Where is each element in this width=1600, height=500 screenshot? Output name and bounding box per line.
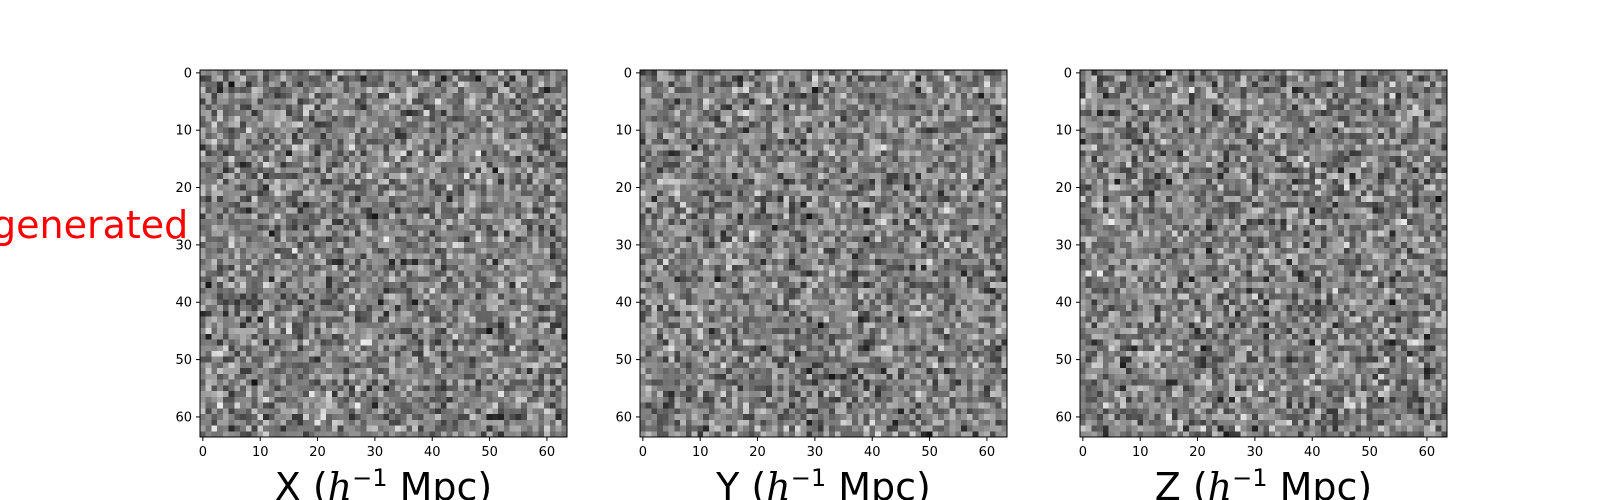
y-tick-label: 40 bbox=[615, 296, 632, 311]
x-tick-label: 10 bbox=[252, 445, 269, 460]
panel-y: 0 10 20 30 40 50 60 0 10 20 30 40 50 60 Y (h−1 Mpc) bbox=[615, 66, 1008, 500]
x-tick-label: 0 bbox=[639, 445, 647, 460]
y-tick-label: 10 bbox=[615, 124, 632, 139]
y-tick-label: 40 bbox=[1055, 296, 1072, 311]
x-tick-label: 20 bbox=[309, 445, 326, 460]
y-tick-label: 60 bbox=[175, 410, 192, 425]
y-tick-label: 0 bbox=[624, 66, 632, 81]
x-tick-label: 30 bbox=[1247, 445, 1264, 460]
x-tick-label: 30 bbox=[367, 445, 384, 460]
heatmap-image bbox=[640, 70, 1007, 437]
y-tick-label: 50 bbox=[1055, 353, 1072, 368]
axes-frame bbox=[639, 69, 1008, 438]
x-tick-label: 0 bbox=[199, 445, 207, 460]
heatmap-image bbox=[1080, 70, 1447, 437]
y-tick-label: 60 bbox=[1055, 410, 1072, 425]
x-tick-label: 50 bbox=[921, 445, 938, 460]
x-axis-label: X (h−1 Mpc) bbox=[275, 464, 493, 500]
y-tick-label: 20 bbox=[1055, 181, 1072, 196]
y-tick-label: 30 bbox=[615, 238, 632, 253]
x-tick-label: 20 bbox=[1189, 445, 1206, 460]
y-tick-label: 30 bbox=[175, 238, 192, 253]
axes-frame bbox=[199, 69, 568, 438]
x-axis-label: Y (h−1 Mpc) bbox=[715, 464, 931, 500]
y-tick-label: 50 bbox=[615, 353, 632, 368]
y-tick-label: 40 bbox=[175, 296, 192, 311]
panel-x: 0 10 20 30 40 50 60 0 10 20 30 40 50 60 X (h−1 Mpc) bbox=[175, 66, 568, 500]
y-tick-label: 30 bbox=[1055, 238, 1072, 253]
y-tick-label: 0 bbox=[1064, 66, 1072, 81]
x-tick-label: 40 bbox=[864, 445, 881, 460]
x-tick-label: 0 bbox=[1079, 445, 1087, 460]
y-tick-label: 0 bbox=[184, 66, 192, 81]
heatmap-image bbox=[200, 70, 567, 437]
x-tick-label: 60 bbox=[979, 445, 996, 460]
y-tick-label: 10 bbox=[1055, 124, 1072, 139]
x-tick-label: 10 bbox=[1132, 445, 1149, 460]
x-tick-label: 60 bbox=[539, 445, 556, 460]
x-tick-label: 40 bbox=[1304, 445, 1321, 460]
x-tick-label: 10 bbox=[692, 445, 709, 460]
x-tick-label: 60 bbox=[1419, 445, 1436, 460]
y-tick-label: 60 bbox=[615, 410, 632, 425]
x-tick-label: 50 bbox=[481, 445, 498, 460]
x-axis-label: Z (h−1 Mpc) bbox=[1155, 464, 1373, 500]
y-tick-label: 10 bbox=[175, 124, 192, 139]
x-tick-label: 50 bbox=[1361, 445, 1378, 460]
y-tick-label: 50 bbox=[175, 353, 192, 368]
x-tick-label: 30 bbox=[807, 445, 824, 460]
x-tick-label: 20 bbox=[749, 445, 766, 460]
y-tick-label: 20 bbox=[175, 181, 192, 196]
x-tick-label: 40 bbox=[424, 445, 441, 460]
row-label-generated: generated bbox=[0, 203, 188, 247]
panel-z: 0 10 20 30 40 50 60 0 10 20 30 40 50 60 Z (h−1 Mpc) bbox=[1055, 66, 1448, 500]
axes-frame bbox=[1079, 69, 1448, 438]
y-tick-label: 20 bbox=[615, 181, 632, 196]
